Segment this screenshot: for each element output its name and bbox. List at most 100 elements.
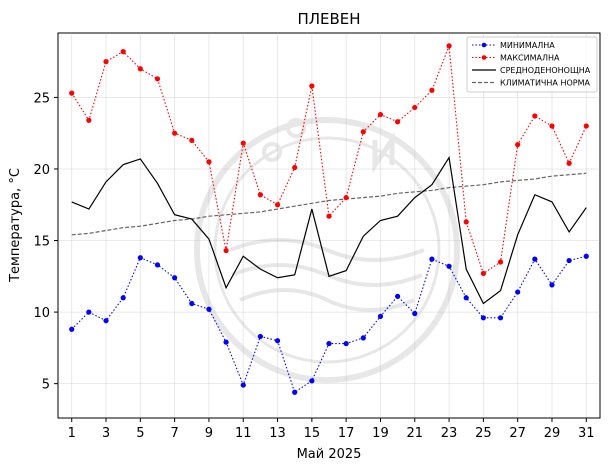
data-point [292, 389, 298, 395]
data-point [326, 340, 332, 347]
data-point [309, 83, 315, 89]
data-point [566, 160, 572, 166]
data-point [429, 256, 435, 262]
x-tick-label: 17 [338, 426, 355, 441]
data-point [497, 259, 504, 265]
y-tick-label: 10 [33, 306, 50, 321]
data-point [480, 270, 486, 277]
series-line [71, 155, 587, 305]
x-tick-label: 21 [406, 426, 423, 441]
y-tick-label: 5 [42, 378, 50, 393]
data-point [120, 295, 126, 301]
data-point [549, 123, 555, 129]
x-tick-label: 13 [269, 426, 286, 441]
data-point [463, 219, 469, 225]
data-point [566, 257, 572, 264]
x-tick-label: 1 [68, 426, 76, 441]
data-point [240, 140, 246, 146]
data-point [240, 382, 246, 388]
data-point [223, 339, 229, 345]
data-point [532, 256, 538, 262]
plot-area [57, 32, 601, 419]
legend: МИНИМАЛНА МАКСИМАЛНА СРЕДНОДЕНОНОЩНА КЛИМАТ… [466, 36, 598, 93]
data-point [480, 315, 486, 321]
watermark-seal [194, 117, 460, 383]
data-point [86, 309, 92, 315]
legend-box [466, 36, 598, 93]
x-tick-label: 19 [372, 426, 389, 441]
x-tick-label: 9 [205, 426, 213, 441]
data-point [497, 315, 504, 321]
chart-title: ПЛЕВЕН [297, 10, 360, 28]
x-tick-label: 27 [509, 426, 526, 441]
data-point [429, 87, 435, 93]
data-point [343, 194, 349, 201]
data-point [206, 159, 212, 165]
data-point [154, 76, 161, 82]
data-point [446, 43, 452, 49]
data-point [395, 119, 401, 125]
x-tick-label: 29 [544, 426, 561, 441]
data-point [257, 333, 263, 340]
legend-label: МИНИМАЛНА [500, 41, 555, 50]
data-point [189, 137, 195, 143]
x-axis-label: Май 2025 [297, 447, 362, 462]
data-point [463, 295, 469, 301]
data-point [292, 164, 298, 171]
x-tick-label: 7 [170, 426, 178, 441]
data-point [274, 338, 281, 344]
legend-label: КЛИМАТИЧНА НОРМА [500, 79, 590, 88]
data-point [189, 300, 195, 307]
data-point [583, 253, 589, 259]
data-point [103, 318, 109, 324]
data-point [172, 130, 178, 136]
data-point [206, 306, 212, 312]
x-tick-label: 25 [475, 426, 492, 441]
x-tick-label: 23 [441, 426, 458, 441]
y-axis-label: Температура, °С [8, 168, 23, 283]
data-point [257, 192, 263, 198]
data-point [172, 275, 178, 281]
x-tick-label: 11 [235, 426, 252, 441]
data-point [515, 142, 521, 148]
x-tick-label: 3 [102, 426, 110, 441]
data-point [360, 129, 366, 135]
data-point [412, 310, 418, 317]
data-point [223, 247, 229, 254]
x-tick-label: 31 [578, 426, 595, 441]
data-point [412, 104, 418, 111]
x-tick-label: 15 [304, 426, 321, 441]
data-point [137, 255, 143, 261]
data-point [137, 66, 143, 72]
data-point [583, 123, 589, 129]
data-point [69, 326, 75, 332]
data-point [360, 335, 366, 341]
y-tick-label: 15 [33, 235, 50, 250]
data-point [103, 59, 109, 65]
data-point [120, 49, 126, 55]
data-point [377, 111, 384, 118]
y-tick-label: 20 [33, 163, 50, 178]
legend-label: МАКСИМАЛНА [500, 54, 560, 63]
data-point [309, 378, 315, 384]
data-point [274, 202, 281, 208]
data-point [515, 289, 521, 295]
data-point [395, 293, 401, 299]
data-point [69, 90, 75, 96]
data-point [326, 213, 332, 219]
legend-marker [481, 42, 487, 48]
data-point [154, 262, 161, 268]
data-point [343, 340, 349, 347]
y-tick-label: 25 [33, 91, 50, 106]
legend-marker [481, 55, 487, 60]
series-line [71, 172, 587, 236]
grid [58, 33, 600, 418]
data-point [377, 313, 384, 319]
data-point [532, 113, 538, 119]
data-point [86, 117, 92, 123]
data-point [446, 263, 452, 269]
legend-label: СРЕДНОДЕНОНОЩНА [500, 66, 591, 75]
data-point [549, 282, 555, 288]
